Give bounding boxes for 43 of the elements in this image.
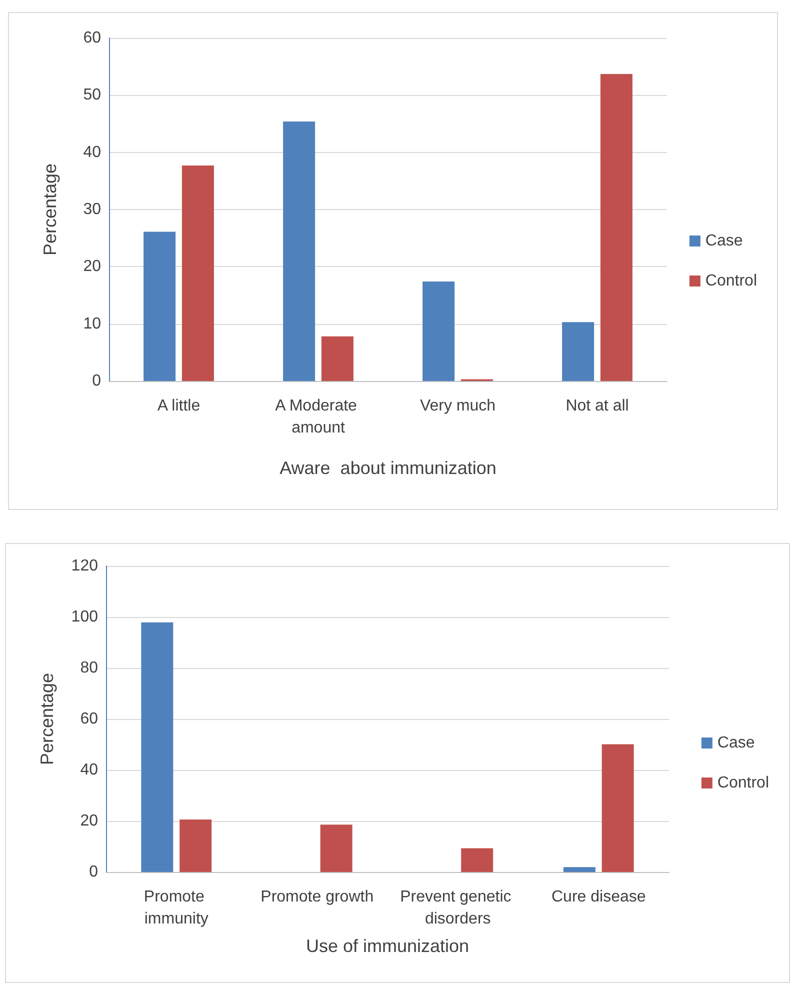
x-axis-title: Use of immunization (306, 936, 470, 956)
x-tick-label: Prevent genetic disorders (400, 888, 516, 928)
bar (182, 165, 214, 381)
y-tick-label: 40 (80, 762, 98, 778)
y-tick-label: 40 (83, 144, 102, 161)
legend-label: Control (705, 272, 757, 290)
legend-label: Case (705, 232, 743, 250)
legend-label: Case (717, 734, 755, 752)
x-tick-label: Not at all (566, 398, 629, 414)
y-tick-label: 60 (80, 710, 98, 728)
y-tick-label: 10 (83, 315, 102, 332)
bar (320, 824, 352, 872)
bar (422, 282, 455, 381)
y-tick-label: 80 (80, 660, 98, 676)
y-tick-label: 0 (89, 864, 98, 880)
bar (461, 848, 494, 872)
bar (562, 322, 594, 381)
x-axis-title: Aware about immunization (280, 458, 496, 478)
x-tick-label: A Moderate amount (275, 398, 362, 436)
x-tick-label: Very much (420, 398, 496, 414)
y-axis-title: Percentage (40, 163, 60, 256)
bar (141, 622, 174, 872)
bar (283, 121, 316, 381)
bar (321, 336, 354, 381)
x-tick-label: A little (157, 398, 200, 414)
bar (144, 232, 176, 381)
y-tick-label: 0 (92, 372, 102, 390)
x-tick-label: Promote growth (260, 888, 374, 906)
y-tick-label: 20 (83, 258, 102, 276)
y-tick-label: 60 (83, 30, 102, 46)
x-tick-label: Promote immunity (144, 888, 209, 928)
y-axis-title: Percentage (37, 672, 57, 766)
legend-label: Control (717, 774, 769, 792)
bar (602, 744, 634, 872)
y-tick-label: 100 (71, 608, 98, 626)
y-tick-label: 20 (80, 812, 98, 830)
bar (563, 867, 596, 872)
bar (600, 74, 632, 381)
y-tick-label: 50 (83, 86, 102, 104)
bar (180, 819, 212, 872)
x-tick-label: Cure disease (551, 888, 646, 906)
y-tick-label: 120 (71, 558, 98, 574)
y-tick-label: 30 (83, 201, 102, 218)
